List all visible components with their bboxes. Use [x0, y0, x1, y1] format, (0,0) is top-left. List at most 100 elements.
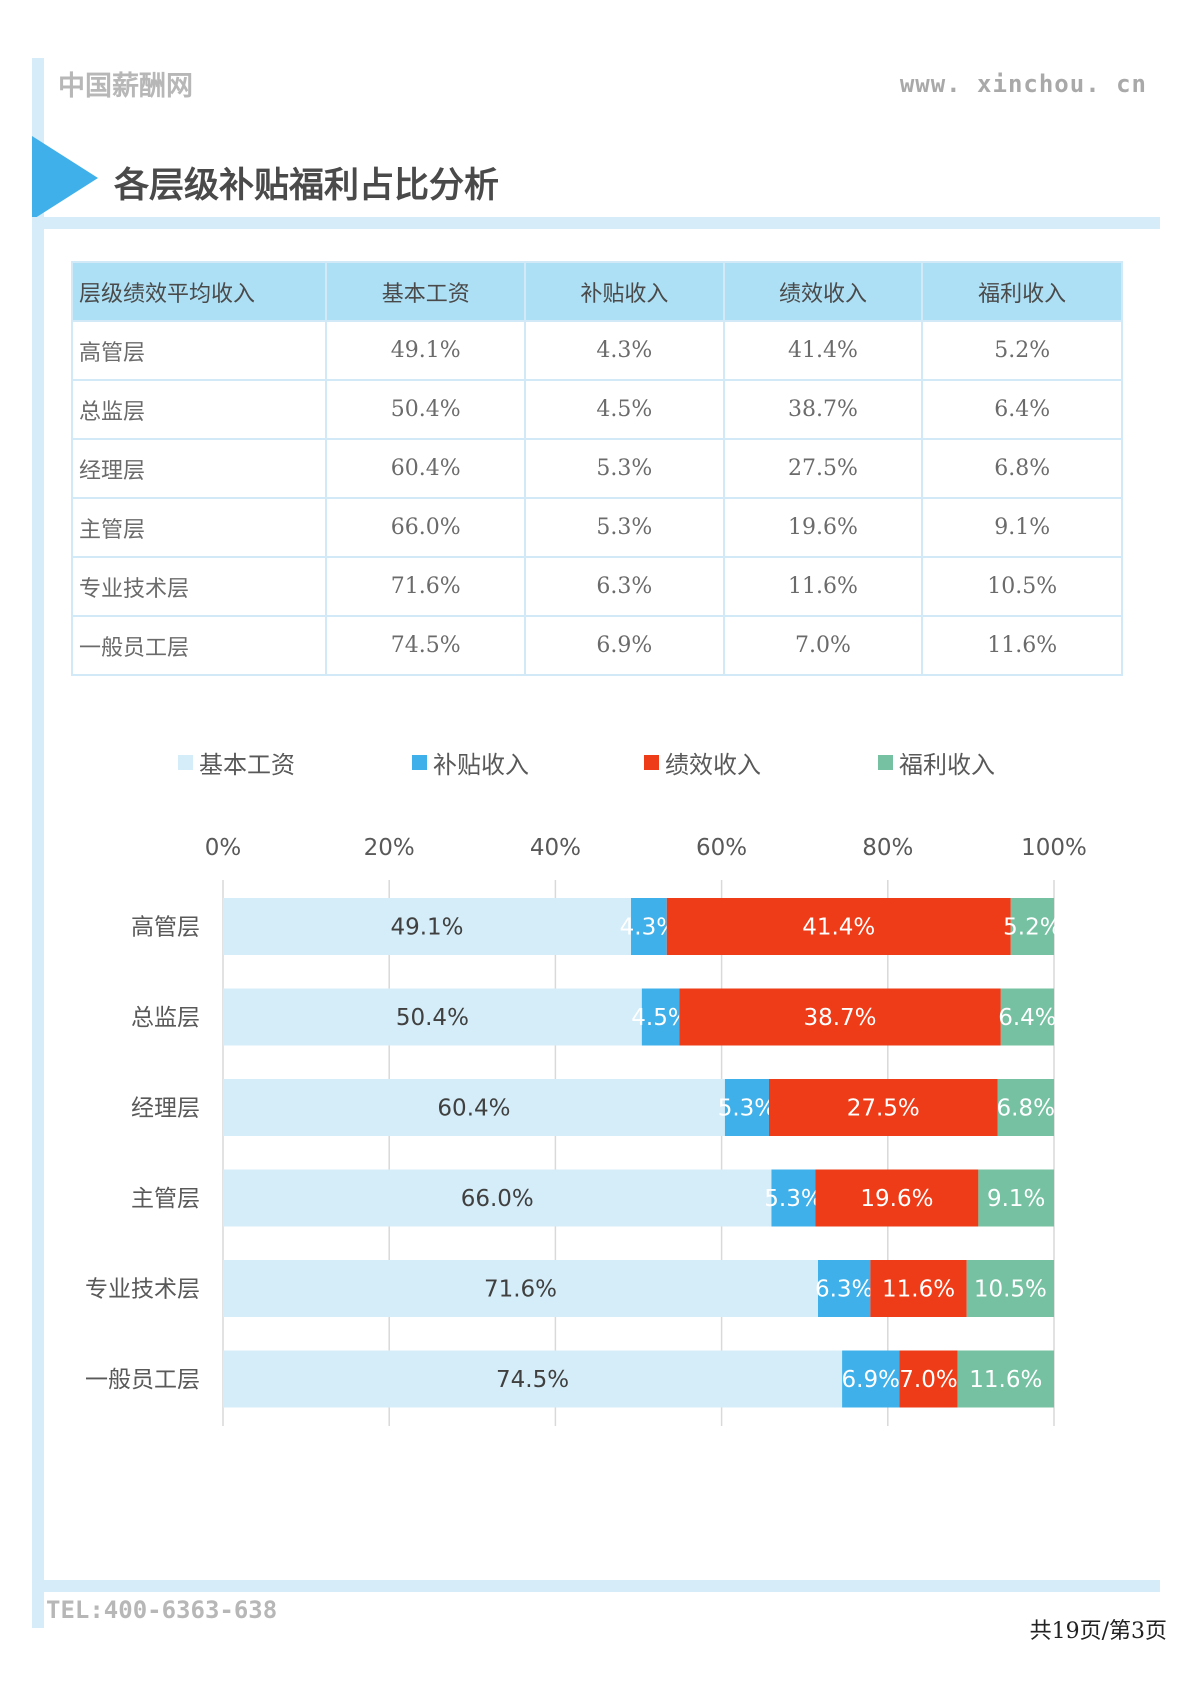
bar-segment — [771, 1169, 816, 1227]
legend-item: 福利收入 — [878, 745, 995, 780]
bar-segment — [223, 988, 642, 1046]
page-title: 各层级补贴福利占比分析 — [114, 166, 500, 206]
table-row: 高管层 49.1% 4.3% 41.4% 5.2% — [70, 320, 1123, 381]
x-tick-label: 80% — [862, 835, 913, 861]
category-label: 专业技术层 — [85, 1277, 200, 1303]
table-cell: 27.5% — [722, 438, 924, 499]
legend-item: 基本工资 — [178, 745, 295, 780]
bar-segment — [1010, 898, 1054, 955]
data-label: 6.4% — [998, 1005, 1056, 1031]
table-row: 主管层 66.0% 5.3% 19.6% 9.1% — [70, 497, 1123, 558]
table-cell: 50.4% — [325, 379, 527, 440]
legend-swatch — [644, 755, 659, 770]
legend-label: 绩效收入 — [665, 751, 761, 779]
title-arrow-icon — [32, 136, 98, 220]
table-header-cell: 福利收入 — [921, 261, 1123, 322]
bar-segment — [223, 1350, 843, 1408]
data-label: 5.2% — [1003, 915, 1061, 941]
x-tick-label: 20% — [364, 835, 415, 861]
website-url: www. xinchou. cn — [899, 70, 1147, 98]
bar-segment — [768, 1079, 998, 1136]
table-header-cell: 补贴收入 — [524, 261, 725, 322]
bar-segment — [666, 898, 1011, 955]
table-cell: 4.5% — [524, 379, 725, 440]
table-cell: 11.6% — [722, 556, 924, 617]
table-cell: 总监层 — [70, 379, 328, 440]
data-label: 49.1% — [390, 915, 463, 941]
legend-label: 基本工资 — [199, 751, 295, 779]
bar-segment — [631, 898, 667, 955]
bar-segment — [978, 1169, 1054, 1227]
data-label: 38.7% — [803, 1005, 876, 1031]
bar-segment — [899, 1350, 958, 1408]
data-label: 50.4% — [396, 1005, 469, 1031]
bar-segment — [223, 1260, 818, 1317]
table-cell: 66.0% — [325, 497, 527, 558]
legend-swatch — [412, 755, 427, 770]
table-cell: 6.4% — [921, 379, 1123, 440]
table-cell: 6.9% — [524, 615, 725, 676]
data-label: 74.5% — [496, 1367, 569, 1393]
category-label: 总监层 — [131, 1005, 200, 1031]
data-label: 41.4% — [802, 915, 875, 941]
table-cell: 60.4% — [325, 438, 527, 499]
category-label: 一般员工层 — [85, 1367, 200, 1393]
table-row: 专业技术层 71.6% 6.3% 11.6% 10.5% — [70, 556, 1123, 617]
table-header-cell: 绩效收入 — [722, 261, 924, 322]
chart-legend: 基本工资 补贴收入 绩效收入 福利收入 — [178, 745, 1028, 780]
data-label: 11.6% — [882, 1277, 955, 1303]
table-row: 一般员工层 74.5% 6.9% 7.0% 11.6% — [70, 615, 1123, 676]
bar-segment — [724, 1079, 769, 1136]
x-tick-label: 60% — [696, 835, 747, 861]
category-label: 高管层 — [131, 915, 200, 941]
data-label: 10.5% — [974, 1277, 1047, 1303]
table-cell: 5.3% — [524, 497, 725, 558]
data-label: 60.4% — [437, 1096, 510, 1122]
bar-segment — [223, 898, 632, 955]
bar-segment — [641, 988, 680, 1046]
data-label: 71.6% — [484, 1277, 557, 1303]
data-label: 9.1% — [987, 1186, 1045, 1212]
bar-segment — [223, 1079, 725, 1136]
left-accent-bar — [32, 58, 44, 1628]
table-row: 总监层 50.4% 4.5% 38.7% 6.4% — [70, 379, 1123, 440]
data-label: 5.3% — [718, 1096, 776, 1122]
footer-divider — [32, 1580, 1160, 1592]
legend-swatch — [878, 755, 893, 770]
data-label: 7.0% — [899, 1367, 957, 1393]
data-label: 6.9% — [842, 1367, 900, 1393]
bar-segment — [870, 1260, 967, 1317]
bar-segment — [842, 1350, 900, 1408]
bar-segment — [815, 1169, 979, 1227]
table-cell: 主管层 — [70, 497, 328, 558]
bar-segment — [957, 1350, 1054, 1408]
data-label: 66.0% — [461, 1186, 534, 1212]
table-header-cell: 层级绩效平均收入 — [70, 261, 328, 322]
brand-name: 中国薪酬网 — [58, 71, 193, 102]
table-cell: 6.8% — [921, 438, 1123, 499]
bar-segment — [817, 1260, 871, 1317]
table-cell: 9.1% — [921, 497, 1123, 558]
bar-segment — [1000, 988, 1054, 1046]
legend-swatch — [178, 755, 193, 770]
telephone: TEL:400-6363-638 — [46, 1596, 278, 1624]
table-header-row: 层级绩效平均收入 基本工资 补贴收入 绩效收入 福利收入 — [70, 261, 1123, 322]
table-cell: 经理层 — [70, 438, 328, 499]
table-row: 经理层 60.4% 5.3% 27.5% 6.8% — [70, 438, 1123, 499]
x-tick-label: 100% — [1021, 835, 1087, 861]
legend-item: 补贴收入 — [412, 745, 529, 780]
page-indicator: 共19页/第3页 — [1029, 1619, 1167, 1644]
data-label: 27.5% — [847, 1096, 920, 1122]
table-header-cell: 基本工资 — [325, 261, 527, 322]
table-cell: 5.2% — [921, 320, 1123, 381]
bar-segment — [679, 988, 1001, 1046]
table-cell: 高管层 — [70, 320, 328, 381]
income-ratio-table: 层级绩效平均收入 基本工资 补贴收入 绩效收入 福利收入 高管层 49.1% 4… — [70, 261, 1123, 676]
category-label: 经理层 — [131, 1096, 200, 1122]
x-tick-label: 0% — [205, 835, 242, 861]
table-cell: 11.6% — [921, 615, 1123, 676]
legend-label: 福利收入 — [899, 751, 995, 779]
table-cell: 49.1% — [325, 320, 527, 381]
table-cell: 19.6% — [722, 497, 924, 558]
